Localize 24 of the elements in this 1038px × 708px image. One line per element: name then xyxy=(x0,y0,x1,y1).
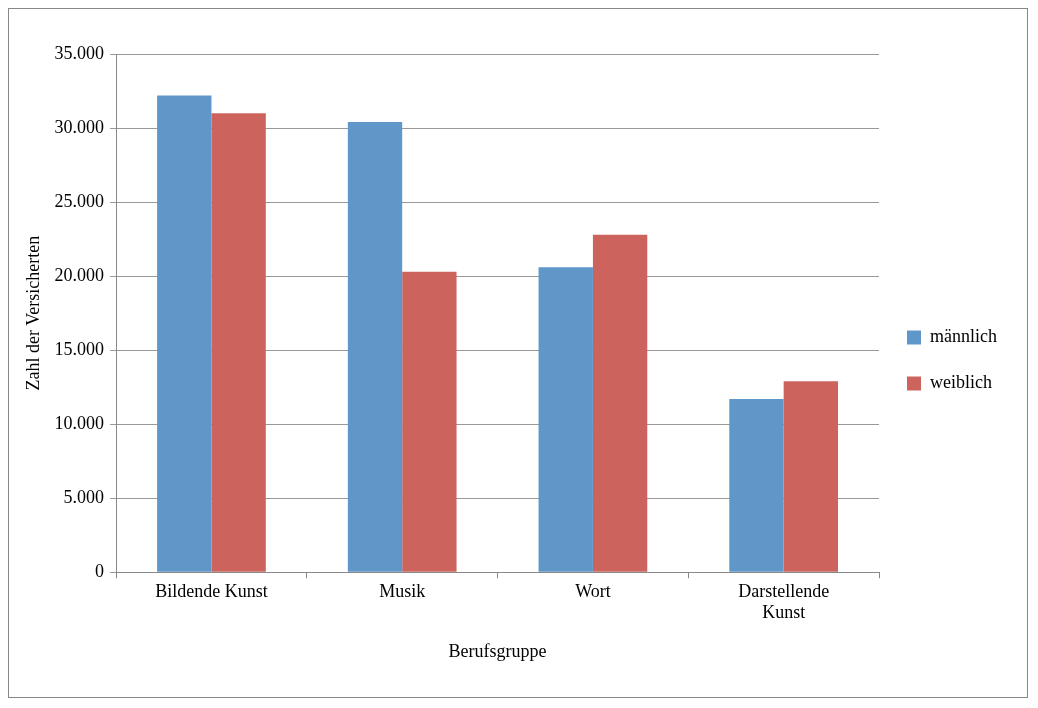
bar xyxy=(157,95,212,572)
y-tick-label: 0 xyxy=(95,560,105,581)
x-axis-title: Berufsgruppe xyxy=(448,640,547,661)
x-tick-label: Wort xyxy=(575,580,611,601)
y-axis-title: Zahl der Versicherten xyxy=(22,235,43,391)
legend-label: weiblich xyxy=(930,372,992,393)
bar xyxy=(211,113,266,572)
x-tick-label: Bildende Kunst xyxy=(155,580,268,601)
bar xyxy=(592,234,648,572)
x-tick-label: Darstellende Kunst xyxy=(738,580,830,623)
x-tick-label: Musik xyxy=(379,580,426,601)
bar xyxy=(347,122,403,572)
bar xyxy=(783,381,839,572)
bar xyxy=(538,267,593,572)
bar xyxy=(729,398,784,572)
y-tick-label: 20.000 xyxy=(54,264,105,285)
bar xyxy=(402,271,457,572)
legend-label: männlich xyxy=(930,326,997,347)
y-tick-label: 30.000 xyxy=(54,116,105,137)
y-tick-label: 15.000 xyxy=(54,338,105,359)
y-tick-label: 5.000 xyxy=(63,486,105,507)
y-tick-label: 10.000 xyxy=(54,412,105,433)
y-tick-label: 25.000 xyxy=(54,190,105,211)
y-tick-label: 35.000 xyxy=(54,42,105,63)
